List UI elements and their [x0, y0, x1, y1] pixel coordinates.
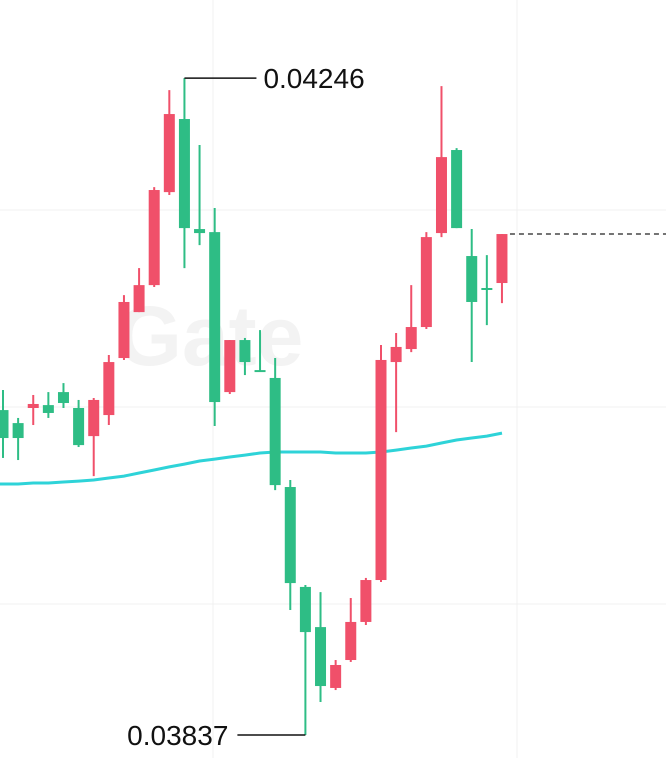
candle-body: [88, 399, 100, 437]
candle-body: [239, 340, 251, 363]
candle-body: [390, 346, 402, 363]
candle-body: [224, 340, 236, 393]
candle-body: [420, 237, 432, 328]
candle-body: [148, 190, 160, 286]
candle-body: [57, 392, 69, 404]
candle-body: [178, 119, 190, 229]
candle-body: [299, 586, 311, 633]
annotation-label: 0.03837: [127, 720, 228, 751]
candle-body: [360, 580, 372, 622]
annotation-label: 0.04246: [263, 63, 364, 94]
candle-body: [435, 157, 447, 234]
candle-body: [269, 377, 281, 486]
candle-body: [209, 232, 221, 403]
candle-body: [12, 423, 24, 439]
candle-body: [163, 114, 175, 193]
candle-body: [466, 256, 478, 302]
candle-body: [284, 487, 296, 584]
candle-body: [330, 664, 342, 688]
candle-body: [481, 288, 493, 291]
candle-body: [73, 407, 85, 446]
candle-body: [345, 621, 357, 661]
candle-body: [375, 359, 387, 581]
candle-body: [27, 403, 39, 408]
candle-body: [194, 229, 206, 234]
moving-average-line: [0, 431, 503, 486]
candle-body: [451, 150, 463, 229]
candle-body: [405, 327, 417, 350]
candle-body: [42, 405, 54, 413]
candle-body: [103, 362, 115, 416]
candle-body: [118, 301, 130, 359]
candle-body: [315, 627, 327, 687]
candle-body: [254, 370, 266, 373]
candle-body: [133, 285, 145, 313]
candle-body: [496, 234, 508, 284]
candle-body: [0, 410, 9, 439]
